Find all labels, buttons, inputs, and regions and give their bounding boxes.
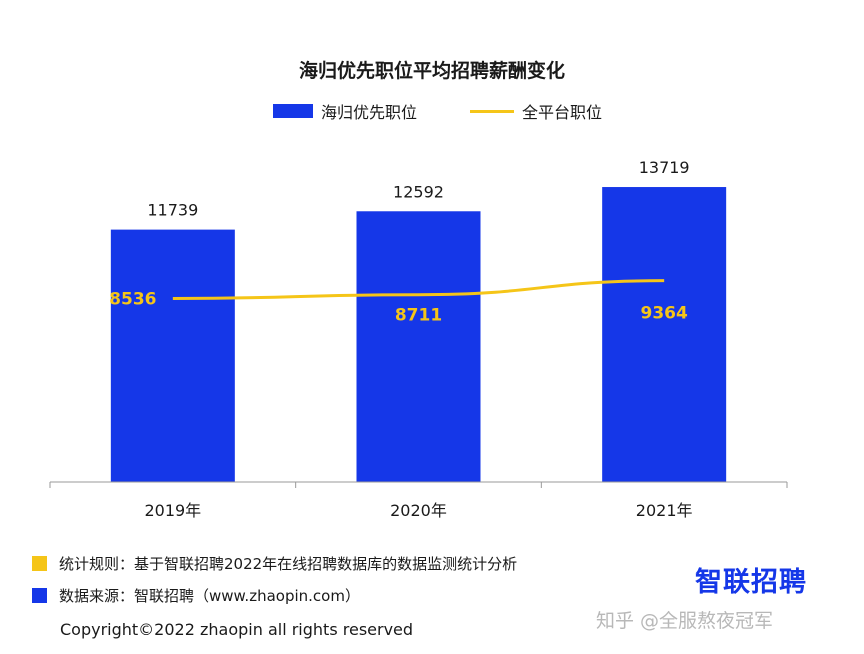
note-rule: 统计规则：基于智联招聘2022年在线招聘数据库的数据监测统计分析 xyxy=(32,553,517,574)
legend-bar-swatch xyxy=(273,104,313,118)
line-series xyxy=(172,279,665,300)
copyright-text: Copyright©2022 zhaopin all rights reserv… xyxy=(60,620,414,639)
legend-line-label: 全平台职位 xyxy=(522,103,603,122)
bar-value-label-1: 12592 xyxy=(393,182,444,201)
legend-bar-label: 海归优先职位 xyxy=(321,103,418,122)
note-source-text: 数据来源：智联招聘（www.zhaopin.com） xyxy=(59,587,360,605)
legend-item-bar: 海归优先职位 xyxy=(273,98,417,124)
legend-line-swatch xyxy=(470,109,514,113)
note-rule-swatch xyxy=(32,556,47,571)
watermark-text: 知乎 @全服熬夜冠军 xyxy=(596,610,774,632)
note-rule-text: 统计规则：基于智联招聘2022年在线招聘数据库的数据监测统计分析 xyxy=(59,555,518,573)
note-source: 数据来源：智联招聘（www.zhaopin.com） xyxy=(32,585,360,606)
bar-0 xyxy=(110,229,235,482)
line-value-label-1: 8711 xyxy=(395,306,442,326)
x-tick-label-1: 2020年 xyxy=(390,501,447,520)
line-value-label-2: 9364 xyxy=(641,304,688,324)
x-tick-label-0: 2019年 xyxy=(144,501,201,520)
line-value-label-0: 8536 xyxy=(109,289,156,309)
note-source-swatch xyxy=(32,588,47,603)
bar-value-label-0: 11739 xyxy=(147,201,198,220)
bar-2 xyxy=(602,187,727,482)
bar-value-label-2: 13719 xyxy=(639,158,690,177)
bar-line-chart: 11739 12592 13719 2019年 2020年 2021年 8536 8711 93… xyxy=(49,158,788,520)
x-tick-label-2: 2021年 xyxy=(636,501,693,520)
chart-title: 海归优先职位平均招聘薪酬变化 xyxy=(298,60,565,82)
legend-item-line: 全平台职位 xyxy=(470,98,602,124)
zhaopin-logo: 智联招聘 xyxy=(695,567,807,598)
legend: 海归优先职位 全平台职位 xyxy=(0,98,864,124)
bar-1 xyxy=(356,211,481,482)
